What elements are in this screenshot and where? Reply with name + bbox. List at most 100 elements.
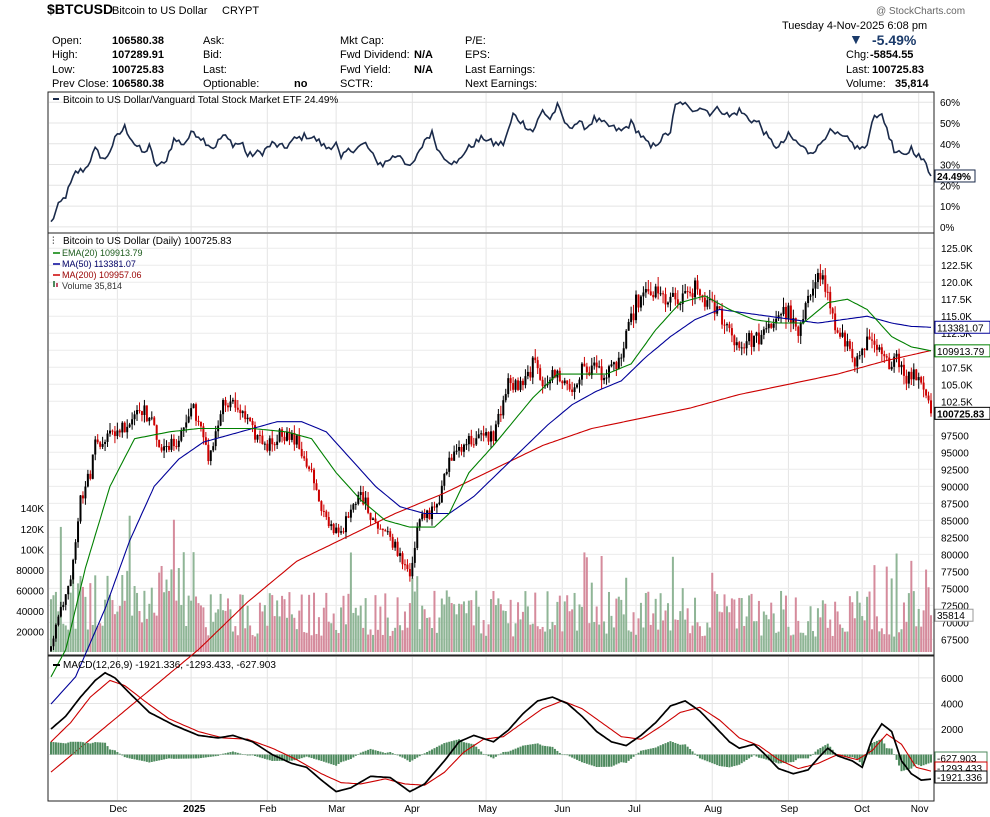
volume-bar (836, 611, 839, 652)
macd-histogram-bar (789, 754, 792, 763)
candle-body (288, 431, 291, 440)
candle-body (190, 408, 193, 417)
volume-bar (733, 599, 736, 652)
volume-bar (62, 623, 65, 652)
macd-histogram-bar (760, 754, 763, 759)
volume-bar (81, 586, 84, 652)
candle-body (462, 444, 465, 452)
candle-body (251, 421, 254, 426)
volume-bar (910, 560, 913, 652)
macd-histogram-bar (52, 742, 55, 755)
candle-body (784, 306, 787, 320)
volume-bar (239, 594, 242, 652)
volume-bar (848, 596, 851, 652)
candle-body (738, 342, 741, 348)
volume-bar (671, 556, 674, 652)
volume-bar (421, 605, 424, 652)
candle-body (797, 326, 800, 336)
candle-body (509, 378, 512, 384)
x-tick-label: Sep (780, 804, 798, 815)
price-y-tick: 112.5K (941, 329, 972, 340)
x-tick-label: Mar (328, 804, 346, 815)
volume-bar (632, 612, 635, 652)
macd-histogram-bar (898, 754, 901, 766)
candle-body (453, 451, 456, 461)
macd-histogram-bar (359, 752, 362, 755)
macd-histogram-bar (271, 754, 274, 761)
macd-histogram-bar (627, 754, 630, 761)
x-tick-label: Feb (259, 804, 277, 815)
macd-histogram-bar (258, 754, 261, 758)
candle-body (902, 364, 905, 376)
volume-bar (561, 631, 564, 652)
volume-bar (878, 631, 881, 652)
volume-bar (465, 613, 468, 652)
candle-body (684, 291, 687, 294)
macd-histogram-bar (794, 754, 797, 761)
macd-histogram-bar (416, 754, 419, 758)
relative-y-tick: 0% (940, 223, 955, 234)
candle-body (310, 469, 313, 471)
candle-body (298, 435, 301, 449)
field-value: N/A (414, 49, 433, 61)
candle-body (539, 368, 542, 380)
candle-body (689, 291, 692, 294)
volume-bar (689, 633, 692, 652)
candle-body (627, 321, 630, 331)
volume-bar (108, 594, 111, 652)
candle-body (794, 318, 797, 327)
candle-body (335, 527, 338, 534)
candle-body (654, 286, 657, 298)
volume-bar (386, 617, 389, 652)
macd-histogram-bar (357, 754, 360, 755)
candle-body (108, 430, 111, 434)
volume-bar (812, 631, 815, 652)
volume-bar (839, 624, 842, 652)
macd-histogram-bar (69, 741, 72, 755)
candle-body (526, 371, 529, 377)
candle-body (234, 399, 237, 408)
macd-histogram-bar (308, 754, 311, 758)
relative-y-tick: 10% (940, 202, 960, 213)
macd-histogram-bar (327, 754, 330, 764)
candle-body (438, 502, 441, 505)
macd-histogram-bar (239, 753, 242, 755)
macd-histogram-bar (344, 754, 347, 761)
macd-histogram-bar (497, 754, 500, 756)
candle-body (470, 435, 473, 445)
price-y-tick: 92500 (941, 465, 969, 476)
macd-histogram-bar (649, 748, 652, 755)
macd-histogram-bar (440, 744, 443, 755)
candle-body (172, 438, 175, 447)
macd-histogram-bar (694, 753, 697, 755)
macd-histogram-bar (136, 754, 139, 760)
candle-body (907, 371, 910, 384)
candle-body (315, 483, 318, 490)
macd-histogram-bar (504, 751, 507, 755)
macd-histogram-bar (263, 754, 266, 759)
volume-bar (177, 568, 180, 652)
volume-bar (890, 578, 893, 652)
volume-bar (79, 575, 82, 652)
macd-histogram-bar (283, 754, 286, 761)
macd-histogram-bar (607, 754, 610, 767)
down-arrow-icon: ▼ (849, 31, 863, 47)
candle-body (123, 422, 126, 433)
price-y-tick: 85000 (941, 516, 969, 527)
candle-body (133, 414, 136, 420)
volume-bar (701, 636, 704, 652)
candle-body (514, 380, 517, 390)
candle-body (67, 585, 70, 595)
macd-histogram-bar (84, 742, 87, 755)
volume-bar (170, 569, 173, 652)
volume-bar (182, 552, 185, 652)
candle-body (443, 473, 446, 486)
volume-bar (298, 610, 301, 652)
candle-body (337, 527, 340, 533)
macd-histogram-bar (408, 754, 411, 762)
relative-legend-text: Bitcoin to US Dollar/Vanguard Total Stoc… (63, 95, 338, 106)
macd-histogram-bar (548, 746, 551, 755)
candle-body (930, 400, 932, 414)
volume-bar (755, 621, 758, 652)
